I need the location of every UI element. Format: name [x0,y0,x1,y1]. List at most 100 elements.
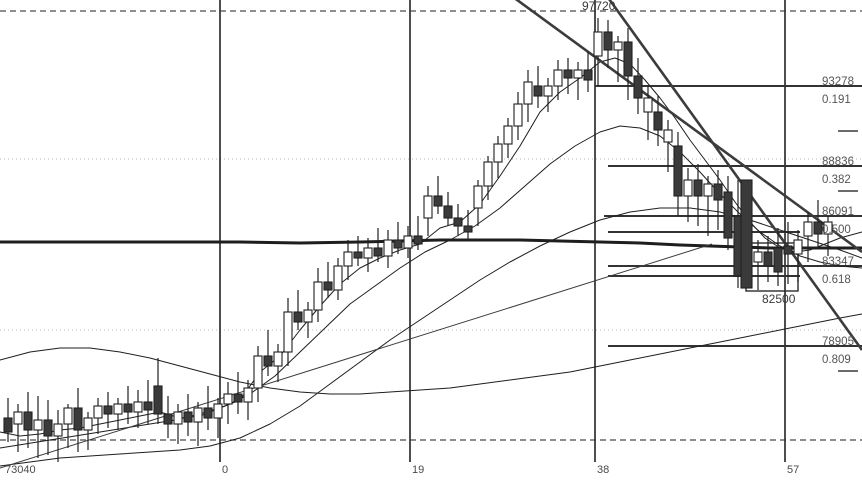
candle-body-down [293,311,303,323]
candle-body-up [363,247,373,259]
x-axis-tick-0: 0 [222,464,229,476]
fib-ratio-0191: 0.191 [822,94,851,106]
candle-body-up [753,251,763,263]
candle-body-down [693,179,703,197]
x-axis-tick-57: 57 [787,464,800,476]
candle-series [3,18,833,462]
candle-body-up [493,143,503,163]
candle-body-up [383,239,393,257]
candle-body-down [713,183,723,201]
candle-body-down [463,225,473,233]
candle-body-down [73,407,83,431]
candle-body-down [373,247,383,257]
fib-price-0618: 83347 [822,256,854,268]
candle-body-down [233,393,243,403]
candle-body-up [243,387,253,403]
candle-body-down [653,111,663,131]
candle-body-down [153,385,163,415]
candle-body-up [213,403,223,419]
candle-body-up [63,407,73,425]
candle-body-up [113,403,123,415]
candle-body-down [673,145,683,197]
candle-body-down [203,407,213,419]
candle-body-up [283,311,293,353]
fib-ratio-0382: 0.382 [822,174,851,186]
candle-body-up [13,411,23,425]
fib-price-0382: 88836 [822,156,854,168]
x-axis-tick-38: 38 [597,464,610,476]
candle-body-down [123,403,133,413]
trendline-downtrend-upper [514,0,862,254]
candle-body-up [513,103,523,127]
candle-body-down [353,251,363,259]
moving-average-ma-long [0,313,862,395]
candle-body-up [343,251,353,267]
fib-price-0191: 93278 [822,76,854,88]
candle-body-down [23,411,33,431]
swing-high-label: 97720 [582,0,616,13]
candle-body-up [573,69,583,79]
x-axis-tick-19: 19 [412,464,425,476]
candle-body-down [563,69,573,79]
candle-body-up [823,221,833,235]
candle-body-up [663,129,673,143]
candle-body-large-bearish [740,179,753,289]
candle-body-up [803,221,813,237]
candle-body-up [553,69,563,87]
moving-average-ma-mid [0,125,862,449]
candle-body-up [683,179,693,197]
candle-body-up [483,161,493,187]
candle-body-up [613,41,623,51]
candle-body-up [133,401,143,413]
candle-body-down [263,355,273,367]
candle-body-up [303,309,313,323]
candle-body-down [323,281,333,291]
candle-body-down [433,195,443,207]
candle-body-down [723,191,733,239]
candle-body-up [503,125,513,145]
candle-body-up [523,81,533,105]
candle-body-up [423,195,433,219]
candle-body-up [33,419,43,431]
candle-body-down [453,217,463,227]
candle-body-down [103,405,113,415]
candle-body-down [533,85,543,97]
candle-body-down [813,221,823,235]
candle-body-down [603,31,613,51]
candle-body-down [3,417,13,433]
candle-body-up [703,183,713,197]
fib-ratio-0500: 0.500 [822,224,851,236]
candle-body-down [163,413,173,425]
candle-body-up [193,407,203,423]
right-edge-ticks [838,130,858,372]
candle-body-down [583,69,593,81]
candle-body-up [53,423,63,437]
candle-body-down [623,41,633,77]
candle-body-up [643,97,653,113]
candle-body-up [793,239,803,255]
trendline-downtrend-lower [608,0,862,351]
candle-body-up [403,235,413,249]
candle-body-up [313,281,323,311]
fib-price-0500: 86091 [822,206,854,218]
fib-ratio-0618: 0.618 [822,274,851,286]
candle-body-up [593,31,603,57]
candle-body-down [183,411,193,423]
candle-body-up [333,265,343,291]
candle-body-down [43,419,53,437]
candle-body-up [83,417,93,431]
candle-body-down [393,239,403,249]
candle-body-down [413,235,423,245]
candle-body-down [773,247,783,273]
trendline-uptrend-support [0,243,713,469]
candle-body-up [543,85,553,97]
vertical-gridlines [219,0,786,462]
candle-body-down [443,205,453,219]
candle-body-down [143,401,153,411]
candle-body-up [273,351,283,367]
candle-body-up [93,405,103,419]
candle-body-up [173,411,183,425]
fib-ratio-0809: 0.809 [822,354,851,366]
